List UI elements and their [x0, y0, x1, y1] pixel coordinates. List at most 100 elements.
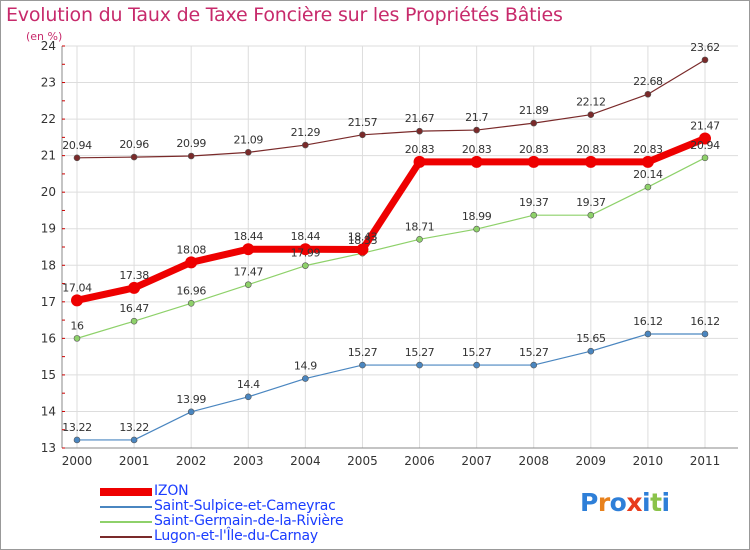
data-point — [587, 111, 595, 119]
x-tick-label: 2010 — [633, 454, 664, 468]
x-tick-label: 2006 — [404, 454, 435, 468]
data-label: 20.14 — [633, 168, 663, 181]
data-point — [130, 317, 138, 325]
y-tick-label: 24 — [41, 39, 56, 53]
data-point — [242, 243, 255, 256]
data-label: 15.27 — [405, 346, 435, 359]
x-tick-label: 2004 — [290, 454, 321, 468]
legend-label-lugon: Lugon-et-l'Île-du-Carnay — [154, 528, 318, 544]
legend-swatch-saint-sulpice — [100, 505, 152, 508]
x-tick-label: 2011 — [690, 454, 721, 468]
data-label: 16.12 — [633, 315, 663, 328]
data-point — [530, 211, 538, 219]
data-label: 16.47 — [119, 302, 149, 315]
data-point — [701, 154, 709, 162]
data-label: 15.27 — [348, 346, 378, 359]
data-label: 21.57 — [348, 116, 378, 129]
data-point — [244, 393, 252, 401]
y-tick-label: 16 — [41, 331, 56, 345]
data-point — [699, 132, 711, 145]
data-point — [641, 155, 654, 168]
data-point — [587, 347, 595, 355]
y-tick-label: 19 — [41, 222, 56, 236]
data-label: 15.27 — [519, 346, 549, 359]
proxiti-logo: Proxiti — [580, 488, 670, 517]
data-label: 18.44 — [234, 230, 264, 243]
series-line — [76, 333, 706, 441]
data-label: 13.22 — [62, 421, 92, 434]
data-label: 21.67 — [405, 112, 435, 125]
data-point — [302, 262, 309, 269]
data-label: 20.94 — [62, 139, 92, 152]
data-label: 15.27 — [462, 346, 492, 359]
data-point — [416, 127, 423, 135]
x-tick-label: 2007 — [461, 454, 492, 468]
data-point — [359, 361, 366, 369]
y-tick-label: 21 — [41, 149, 56, 163]
data-point — [416, 361, 423, 369]
data-label: 23.62 — [690, 41, 720, 54]
data-label: 20.94 — [690, 139, 720, 152]
data-label: 18.99 — [462, 210, 492, 223]
series-line — [76, 59, 706, 159]
data-point — [701, 56, 709, 64]
data-point — [244, 281, 252, 288]
data-point — [473, 225, 480, 233]
data-label: 18.43 — [348, 231, 378, 244]
x-tick-label: 2008 — [518, 454, 549, 468]
data-point — [644, 183, 652, 191]
logo-letter: i — [642, 488, 651, 517]
logo-letter: r — [597, 488, 610, 517]
data-point — [187, 152, 195, 160]
data-point — [644, 330, 652, 338]
data-point — [299, 243, 312, 256]
data-point — [644, 90, 652, 98]
legend-swatch-saint-germain — [100, 520, 152, 523]
data-label: 20.83 — [462, 143, 492, 156]
data-label: 13.99 — [176, 393, 206, 406]
data-point — [185, 256, 198, 269]
x-tick-label: 2005 — [347, 454, 378, 468]
data-point — [530, 361, 538, 369]
series-line — [73, 134, 709, 304]
data-label: 22.12 — [576, 96, 606, 109]
data-label: 19.37 — [576, 196, 606, 209]
data-point — [470, 155, 483, 168]
y-tick-label: 22 — [41, 112, 56, 126]
data-point — [302, 141, 309, 149]
data-point — [244, 149, 252, 156]
data-point — [302, 375, 309, 382]
data-point — [187, 408, 195, 416]
y-tick-label: 15 — [41, 368, 56, 382]
data-label: 16.12 — [690, 315, 720, 328]
data-point — [527, 155, 540, 168]
data-point — [187, 299, 195, 307]
data-point — [130, 436, 138, 444]
data-label: 20.83 — [519, 143, 549, 156]
data-label: 18.71 — [405, 220, 435, 233]
legend-label-saint-germain: Saint-Germain-de-la-Rivière — [154, 513, 344, 529]
y-tick-label: 23 — [41, 76, 56, 90]
logo-letter: P — [580, 488, 598, 517]
data-point — [701, 330, 709, 338]
data-point — [73, 335, 81, 342]
data-label: 13.22 — [119, 421, 149, 434]
data-point — [130, 153, 138, 161]
plot-area — [62, 46, 738, 448]
data-label: 18.33 — [348, 234, 378, 247]
data-point — [416, 236, 423, 243]
data-label: 17.47 — [234, 266, 264, 279]
data-label: 16.96 — [176, 284, 206, 297]
data-point — [584, 155, 597, 168]
data-label: 20.99 — [176, 137, 206, 150]
x-tick-label: 2009 — [576, 454, 607, 468]
data-point — [413, 155, 426, 168]
data-label: 18.08 — [176, 243, 206, 256]
data-label: 21.09 — [234, 133, 264, 146]
data-point — [473, 361, 480, 369]
data-label: 14.4 — [237, 378, 260, 391]
data-label: 21.29 — [291, 126, 321, 139]
data-label: 21.47 — [690, 119, 720, 132]
logo-letter: o — [609, 488, 627, 517]
